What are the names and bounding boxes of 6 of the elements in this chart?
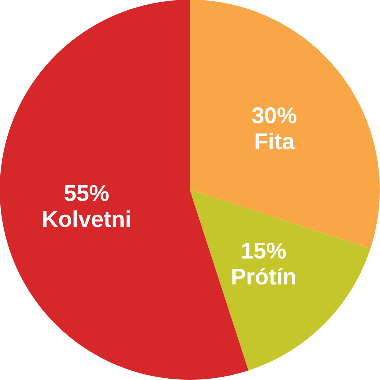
slice-label: Fita bbox=[256, 132, 295, 150]
data-label: 30% bbox=[252, 108, 297, 124]
slice-label: Prótín bbox=[232, 268, 296, 285]
slice-label: Kolvetni bbox=[44, 210, 130, 228]
data-label: 15% bbox=[242, 242, 286, 259]
data-label: 55% bbox=[64, 185, 109, 202]
